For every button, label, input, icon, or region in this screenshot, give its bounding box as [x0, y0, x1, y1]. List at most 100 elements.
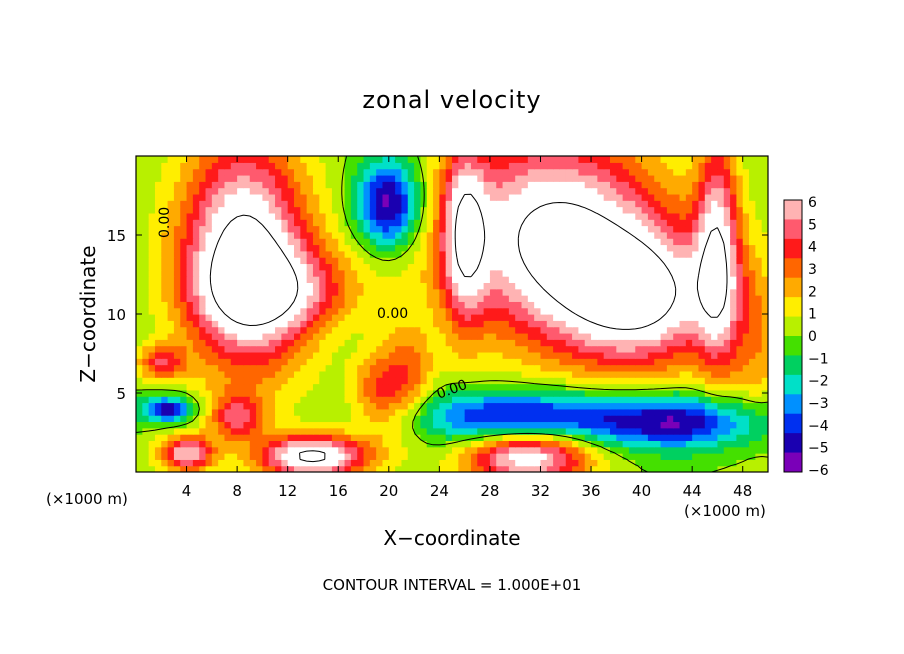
field-cell [331, 244, 339, 252]
field-cell [458, 408, 466, 416]
field-cell [559, 339, 567, 347]
field-cell [755, 200, 763, 208]
field-cell [559, 168, 567, 176]
field-cell [584, 219, 592, 227]
field-cell [692, 364, 700, 372]
field-cell [521, 174, 529, 182]
field-cell [262, 193, 270, 201]
field-cell [199, 358, 207, 366]
field-cell [622, 434, 630, 441]
field-cell [673, 263, 681, 271]
field-cell [420, 307, 428, 315]
field-cell [199, 459, 207, 467]
field-cell [243, 276, 251, 283]
field-cell [306, 427, 314, 435]
field-cell [312, 174, 320, 182]
field-cell [647, 174, 655, 182]
field-cell [161, 326, 169, 334]
field-cell [597, 301, 605, 309]
field-cell [483, 415, 491, 423]
field-cell [546, 370, 554, 378]
field-cell [382, 465, 390, 472]
field-cell [426, 250, 434, 258]
field-cell [382, 446, 390, 454]
field-cell [723, 187, 731, 195]
field-cell [749, 282, 756, 290]
field-cell [654, 370, 662, 378]
field-cell [553, 238, 561, 246]
field-cell [553, 276, 561, 283]
field-cell [711, 326, 719, 334]
field-cell [173, 421, 181, 429]
field-cell [559, 244, 567, 252]
field-cell [294, 396, 301, 404]
field-cell [578, 377, 586, 385]
field-cell [673, 231, 681, 239]
field-cell [736, 314, 744, 321]
field-cell [268, 193, 276, 201]
field-cell [458, 162, 466, 170]
field-cell [591, 446, 598, 454]
field-cell [470, 427, 478, 435]
field-cell [483, 187, 491, 195]
field-cell [578, 301, 586, 309]
field-cell [338, 238, 346, 246]
field-cell [401, 408, 409, 416]
field-cell [704, 351, 712, 359]
field-cell [692, 396, 700, 404]
field-cell [319, 231, 327, 239]
field-cell [521, 250, 529, 258]
field-cell [357, 421, 365, 429]
field-cell [521, 282, 529, 290]
field-cell [591, 408, 598, 416]
field-cell [553, 396, 561, 404]
field-cell [192, 301, 200, 309]
field-cell [300, 440, 308, 448]
field-cell [256, 364, 263, 372]
field-cell [256, 307, 263, 315]
field-cell [167, 174, 175, 182]
field-cell [275, 168, 282, 176]
field-cell [199, 465, 207, 472]
field-cell [527, 402, 535, 410]
field-cell [357, 364, 365, 372]
field-cell [521, 269, 529, 277]
field-cell [154, 465, 162, 472]
field-cell [452, 301, 459, 309]
field-cell [628, 187, 636, 195]
field-cell [388, 288, 396, 296]
field-cell [211, 377, 219, 385]
field-cell [622, 276, 630, 283]
field-cell [578, 446, 586, 454]
field-cell [685, 440, 693, 448]
field-cell [136, 187, 143, 195]
field-cell [641, 193, 649, 201]
field-cell [161, 415, 169, 423]
field-cell [698, 370, 706, 378]
field-cell [641, 421, 649, 429]
field-cell [237, 314, 245, 321]
field-cell [230, 257, 238, 265]
field-cell [268, 396, 276, 404]
field-cell [312, 339, 320, 347]
field-cell [654, 408, 662, 416]
field-cell [685, 257, 693, 265]
field-cell [660, 440, 668, 448]
field-cell [218, 396, 226, 404]
field-cell [711, 383, 719, 391]
field-cell [610, 377, 617, 385]
field-cell [673, 269, 681, 277]
field-cell [578, 276, 586, 283]
field-cell [647, 408, 655, 416]
field-cell [540, 162, 548, 170]
field-cell [458, 326, 466, 334]
field-cell [218, 446, 226, 454]
field-cell [420, 212, 428, 220]
field-cell [338, 206, 346, 214]
field-cell [489, 370, 497, 378]
field-cell [742, 174, 750, 182]
field-cell [723, 351, 731, 359]
field-cell [275, 250, 282, 258]
field-cell [622, 389, 630, 397]
field-cell [660, 187, 668, 195]
